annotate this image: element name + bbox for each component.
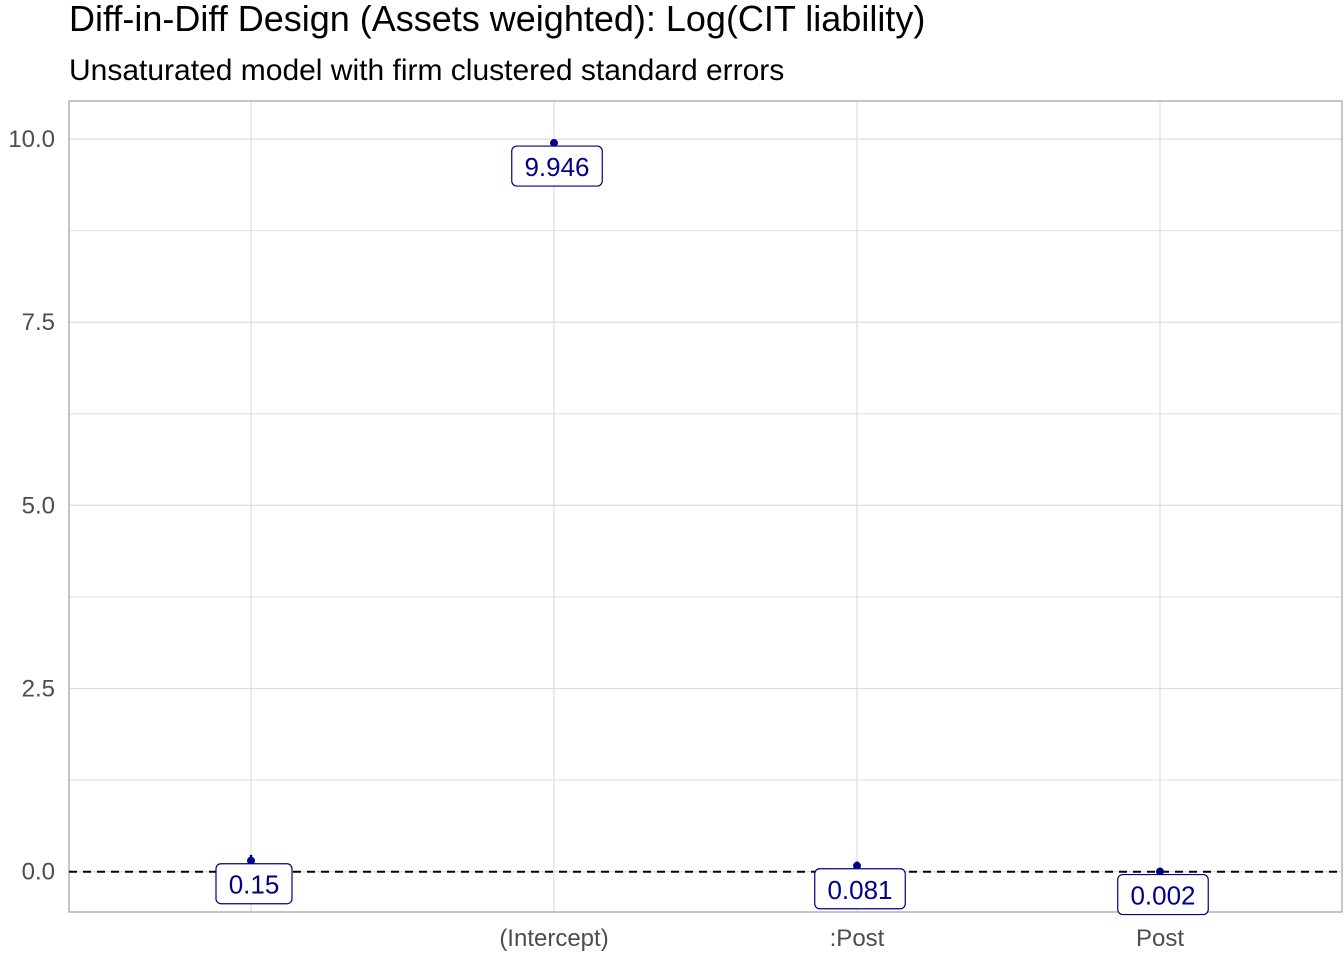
data-point — [247, 856, 255, 865]
data-label-box — [215, 863, 293, 905]
x-tick-label: Post — [1136, 925, 1184, 952]
data-label: 9.946 — [524, 152, 589, 182]
y-tick-label: 0.0 — [22, 859, 55, 886]
x-tick-label: (Intercept) — [499, 925, 608, 952]
x-tick-label: :Post — [830, 925, 885, 952]
y-tick-label: 5.0 — [22, 492, 55, 519]
y-tick-label: 10.0 — [8, 126, 55, 153]
data-label-box — [814, 868, 906, 910]
data-label: 0.081 — [827, 875, 892, 905]
data-label: 0.002 — [1130, 881, 1195, 911]
plot-area: 0.0 2.5 5.0 7.5 10.0 (Intercept) :Post Post 0.15… — [8, 100, 1343, 952]
chart-title: Diff-in-Diff Design (Assets weighted): L… — [69, 0, 925, 39]
data-point — [1156, 867, 1164, 876]
data-point — [853, 861, 861, 870]
y-tick-label: 2.5 — [22, 676, 55, 703]
data-label-box — [1117, 873, 1209, 916]
panel-border — [68, 100, 1343, 913]
data-label-box — [511, 145, 603, 187]
data-point — [550, 139, 558, 148]
y-tick-label: 7.5 — [22, 309, 55, 336]
chart-subtitle: Unsaturated model with firm clustered st… — [69, 54, 784, 87]
data-label: 0.15 — [229, 870, 280, 900]
